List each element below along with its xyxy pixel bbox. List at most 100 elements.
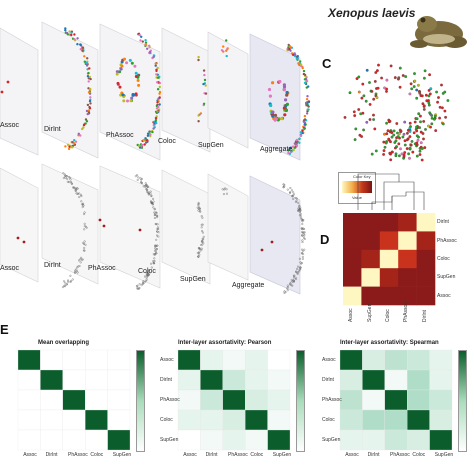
network-node [389,158,393,162]
network-node [290,189,293,192]
network-node [397,142,401,146]
heatmap-col-label: SupGen [434,452,454,458]
network-node [437,96,440,99]
network-node [446,99,450,102]
network-node [427,124,430,128]
network-node [146,185,149,188]
network-node [225,192,228,195]
network-node [156,230,159,233]
network-node [150,266,153,269]
network-node [402,153,406,157]
heatmap-grid [17,349,131,451]
network-node [155,68,158,71]
network-node [152,200,155,203]
network-node [83,240,86,243]
network-node [287,149,290,152]
network-node [73,271,76,274]
network-node [299,215,302,218]
heatmap-cell [62,349,86,371]
network-node [70,146,73,149]
network-node [202,238,205,241]
network-node [79,43,82,46]
network-node [427,101,431,105]
network-node [78,264,81,267]
layer-plane [207,173,249,281]
top-layer-label-phassoc: PhAssoc [106,132,134,139]
network-node [204,92,208,95]
network-node [294,53,297,57]
network-node [64,281,67,284]
heatmap-cell [17,349,41,371]
heatmap-cell [245,389,268,411]
network-node [419,120,422,124]
network-node [200,226,203,229]
network-node [393,76,397,80]
heatmap-cell [177,349,201,371]
network-node [75,268,78,271]
network-node [80,203,83,206]
mid-layer-label-dirint: DirInt [44,262,61,269]
network-node [291,145,295,148]
network-node [222,45,225,48]
network-node [139,39,142,42]
network-node [143,275,146,278]
matrix-cell [379,268,399,287]
network-node [293,146,297,149]
network-node [82,249,85,252]
network-node [424,93,428,97]
network-node [125,61,129,65]
network-node [87,80,90,83]
network-node [143,281,146,284]
network-node [89,77,92,81]
network-node [156,66,159,70]
mid-layer-label-aggregate: Aggregate [232,282,265,289]
network-node [428,111,432,115]
network-node [289,187,292,190]
network-node [142,282,145,285]
network-node [301,234,304,237]
network-node [146,47,149,50]
network-node [65,175,68,178]
heatmap-cell [222,369,246,391]
network-node [403,143,407,147]
matrix-cell [398,268,417,287]
top-layer-label-aggregate: Aggregate [260,146,293,153]
network-node [306,108,309,111]
network-node [430,116,434,120]
network-node [306,95,309,98]
matrix-cell [379,249,399,269]
network-node [137,73,141,77]
heatmap-colorbar [136,350,145,452]
network-node [301,241,304,244]
heatmap-grid [177,349,291,451]
matrix-cell [343,249,362,269]
network-node [303,118,307,121]
network-node [415,134,419,138]
network-node [158,103,161,106]
heatmap-panel-e: Inter-layer assortativity: Pearson Assoc D… [160,340,320,470]
network-node [405,138,409,142]
network-node [138,146,142,149]
matrix-cell [343,286,362,306]
heatmap-cell [384,409,408,431]
network-node [358,133,362,137]
network-node [67,181,70,184]
layer-plane [0,167,39,283]
network-node [401,135,405,139]
frog-icon [405,6,471,54]
network-node [140,35,143,38]
network-node [158,92,161,95]
heatmap-col-label: PhAssoc [68,452,88,458]
heatmap-cell [107,429,131,451]
network-node [294,142,298,146]
layer-plane [249,175,301,295]
network-node [16,236,20,240]
heatmap-cell [267,429,291,451]
colorkey-gradient [342,181,372,193]
network-node [73,139,76,142]
heatmap-row-label: Assoc [160,357,174,363]
network-node [370,152,374,156]
network-node [408,121,412,125]
network-node [201,240,204,243]
heatmap-cell [177,369,201,391]
